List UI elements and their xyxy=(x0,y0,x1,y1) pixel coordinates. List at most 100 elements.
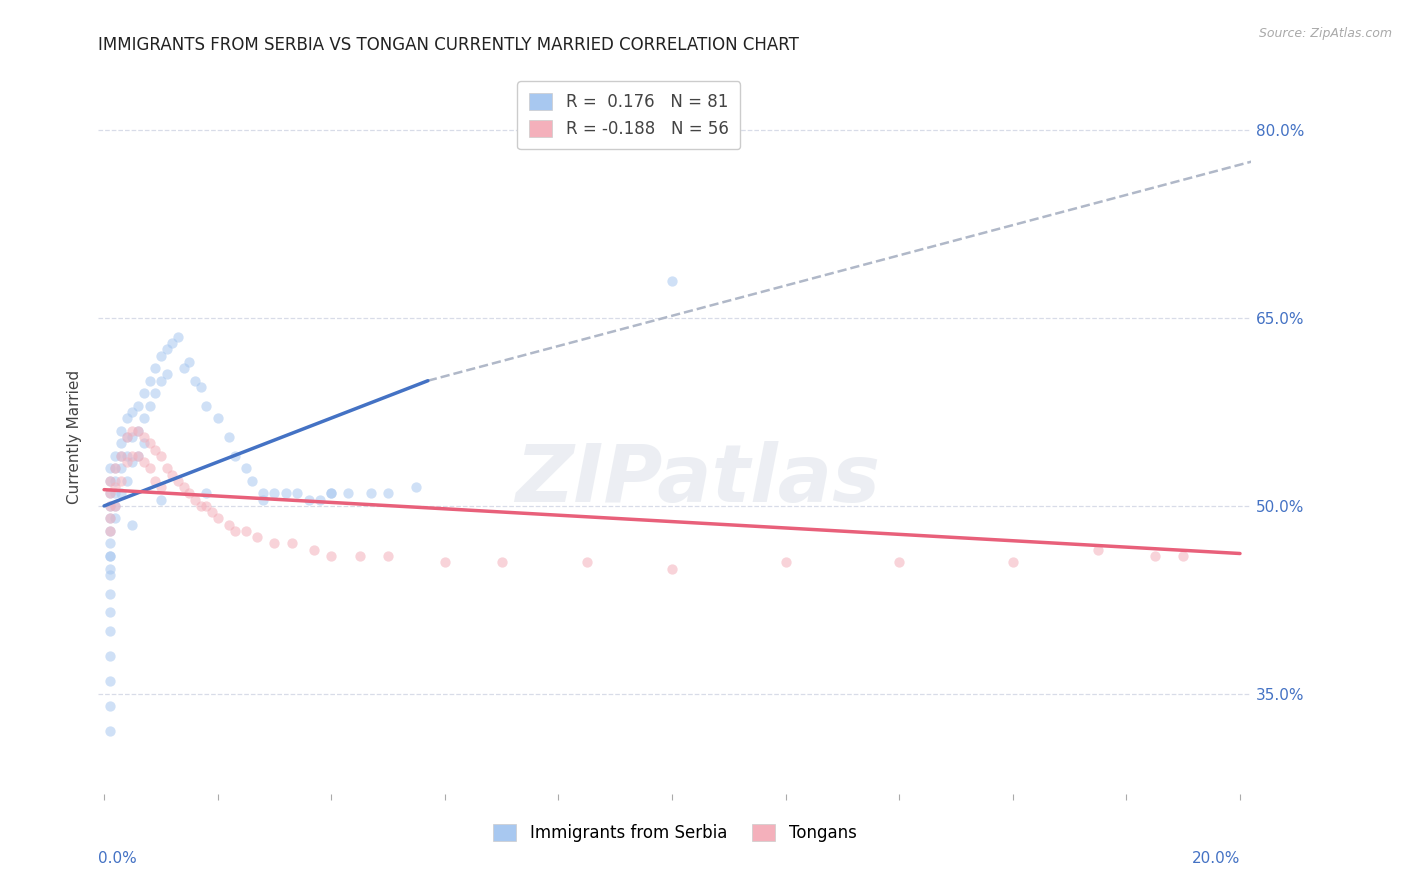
Point xyxy=(121,424,143,438)
Point xyxy=(1173,549,1195,563)
Point xyxy=(110,424,132,438)
Point xyxy=(207,511,229,525)
Point xyxy=(138,374,160,388)
Point xyxy=(377,549,399,563)
Point xyxy=(252,492,274,507)
Point xyxy=(115,474,138,488)
Point xyxy=(98,561,121,575)
Point xyxy=(138,399,160,413)
Point xyxy=(98,649,121,664)
Point xyxy=(179,355,201,369)
Point xyxy=(195,486,218,500)
Point xyxy=(104,499,127,513)
Point xyxy=(132,411,155,425)
Point xyxy=(115,455,138,469)
Point xyxy=(775,555,797,569)
Point xyxy=(167,474,190,488)
Point xyxy=(115,430,138,444)
Point xyxy=(252,486,274,500)
Point xyxy=(98,699,121,714)
Point xyxy=(121,455,143,469)
Point xyxy=(143,474,166,488)
Point xyxy=(149,374,172,388)
Point xyxy=(195,499,218,513)
Point xyxy=(173,361,195,376)
Point xyxy=(661,274,683,288)
Point xyxy=(321,486,343,500)
Point xyxy=(110,449,132,463)
Point xyxy=(143,386,166,401)
Point xyxy=(218,517,240,532)
Point xyxy=(302,542,325,557)
Point xyxy=(98,549,121,563)
Point xyxy=(98,624,121,639)
Point xyxy=(155,461,177,475)
Point xyxy=(98,486,121,500)
Point xyxy=(224,449,246,463)
Point xyxy=(110,461,132,475)
Point xyxy=(104,461,127,475)
Point xyxy=(321,486,343,500)
Point xyxy=(98,511,121,525)
Point xyxy=(661,561,683,575)
Text: 0.0%: 0.0% xyxy=(98,851,138,866)
Point xyxy=(184,492,207,507)
Point xyxy=(98,511,121,525)
Point xyxy=(235,524,257,538)
Point xyxy=(127,449,149,463)
Point xyxy=(127,399,149,413)
Point xyxy=(491,555,513,569)
Point xyxy=(110,449,132,463)
Point xyxy=(149,349,172,363)
Point xyxy=(104,449,127,463)
Point xyxy=(155,343,177,357)
Point xyxy=(115,411,138,425)
Point xyxy=(274,486,297,500)
Point xyxy=(179,486,201,500)
Point xyxy=(1087,542,1109,557)
Point xyxy=(104,461,127,475)
Point xyxy=(309,492,332,507)
Point xyxy=(280,536,302,550)
Point xyxy=(162,467,184,482)
Point xyxy=(98,474,121,488)
Point xyxy=(104,486,127,500)
Point xyxy=(405,480,427,494)
Point xyxy=(321,549,343,563)
Point xyxy=(104,480,127,494)
Point xyxy=(127,424,149,438)
Point xyxy=(263,536,285,550)
Point xyxy=(98,474,121,488)
Point xyxy=(104,474,127,488)
Point xyxy=(143,442,166,457)
Point xyxy=(235,461,257,475)
Point xyxy=(121,517,143,532)
Point xyxy=(575,555,598,569)
Point xyxy=(190,499,212,513)
Point xyxy=(98,536,121,550)
Point xyxy=(297,492,319,507)
Text: 20.0%: 20.0% xyxy=(1192,851,1240,866)
Text: Source: ZipAtlas.com: Source: ZipAtlas.com xyxy=(1258,27,1392,40)
Point xyxy=(98,724,121,739)
Point xyxy=(1001,555,1024,569)
Point xyxy=(132,430,155,444)
Point xyxy=(218,430,240,444)
Point xyxy=(104,511,127,525)
Point xyxy=(110,474,132,488)
Point xyxy=(1143,549,1166,563)
Point xyxy=(98,524,121,538)
Text: ZIPatlas: ZIPatlas xyxy=(516,441,880,519)
Point xyxy=(889,555,911,569)
Point xyxy=(201,505,224,519)
Y-axis label: Currently Married: Currently Married xyxy=(67,370,83,504)
Point xyxy=(155,368,177,382)
Point xyxy=(263,486,285,500)
Point xyxy=(173,480,195,494)
Point xyxy=(285,486,308,500)
Point xyxy=(115,449,138,463)
Point xyxy=(246,530,269,544)
Point xyxy=(143,361,166,376)
Point xyxy=(132,386,155,401)
Point xyxy=(110,436,132,450)
